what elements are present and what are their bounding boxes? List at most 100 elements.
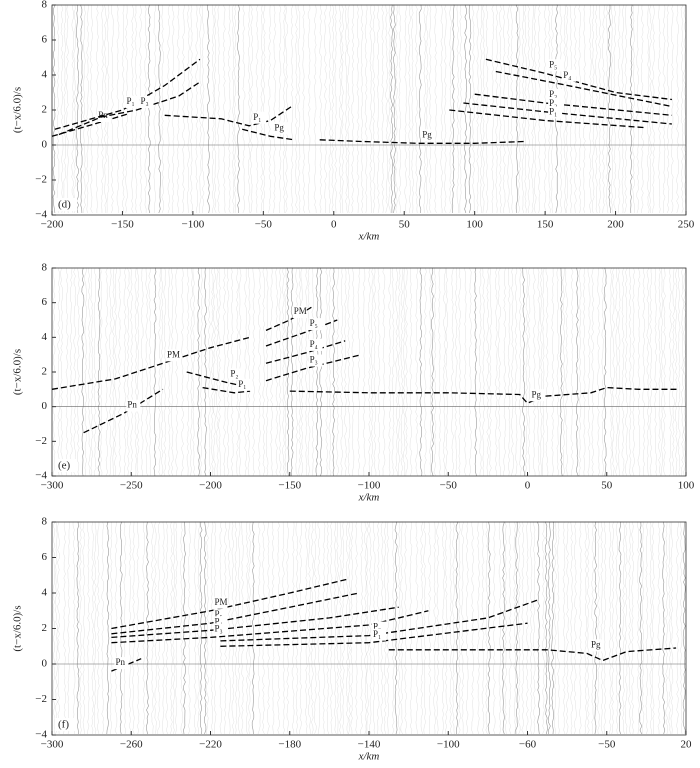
phase-label: P₃	[215, 623, 223, 633]
trace	[517, 521, 521, 735]
trace	[334, 521, 337, 735]
trace	[146, 521, 149, 735]
trace	[216, 267, 219, 476]
trace	[411, 4, 414, 214]
trace	[86, 4, 89, 214]
trace	[201, 4, 205, 214]
trace	[591, 267, 594, 477]
travel-time-curve	[111, 610, 429, 644]
trace	[530, 521, 533, 735]
plot-frame	[51, 4, 687, 216]
phase-label: P₁	[238, 379, 246, 389]
trace	[101, 4, 104, 214]
trace	[79, 521, 82, 735]
x-tick-label: −50	[255, 219, 273, 231]
trace	[551, 267, 554, 477]
phase-label: PM	[167, 349, 180, 359]
trace	[683, 4, 687, 214]
trace	[114, 267, 117, 477]
trace	[428, 521, 431, 734]
trace	[344, 267, 347, 477]
trace	[436, 521, 439, 735]
trace	[598, 4, 601, 214]
trace	[584, 521, 588, 735]
trace	[56, 4, 60, 214]
trace	[244, 267, 247, 477]
trace	[300, 267, 304, 477]
trace	[670, 521, 674, 735]
phase-label-bg	[273, 122, 288, 135]
trace	[188, 521, 191, 735]
trace	[67, 521, 70, 735]
trace	[615, 267, 618, 477]
trace	[556, 267, 560, 477]
trace	[502, 4, 506, 214]
trace	[594, 4, 598, 214]
trace	[662, 4, 666, 214]
trace	[547, 521, 551, 735]
trace	[364, 521, 367, 735]
y-tick-label: 4	[42, 69, 48, 81]
trace	[485, 521, 488, 735]
x-tick-label: −220	[199, 739, 222, 751]
trace	[518, 267, 522, 476]
trace	[252, 267, 255, 477]
trace	[502, 521, 505, 735]
trace	[400, 521, 403, 735]
trace	[63, 521, 66, 735]
trace	[73, 4, 76, 214]
trace	[147, 4, 151, 214]
trace	[126, 267, 130, 477]
trace	[237, 4, 240, 214]
trace	[106, 521, 110, 735]
trace	[369, 521, 372, 735]
trace	[392, 521, 395, 735]
trace	[157, 521, 161, 734]
trace	[125, 4, 128, 214]
trace	[324, 4, 327, 214]
trace	[200, 267, 203, 477]
trace	[290, 267, 294, 477]
trace	[554, 521, 557, 735]
trace	[148, 267, 152, 477]
trace	[615, 521, 619, 735]
trace	[405, 267, 408, 477]
travel-time-curve	[51, 336, 251, 390]
trace	[111, 4, 114, 214]
trace	[419, 267, 423, 477]
trace	[331, 4, 334, 214]
trace	[158, 4, 161, 214]
trace	[114, 521, 118, 735]
trace	[621, 267, 625, 477]
trace	[183, 521, 186, 735]
trace	[388, 267, 391, 477]
trace	[203, 521, 207, 735]
trace	[423, 4, 427, 214]
trace	[522, 267, 526, 477]
trace	[434, 4, 437, 214]
trace	[326, 521, 330, 735]
x-tick-label: −100	[182, 219, 205, 231]
phase-label-bg	[292, 306, 307, 318]
trace	[538, 4, 541, 214]
trace	[57, 521, 60, 735]
trace	[226, 267, 230, 477]
phase-label-bg	[213, 623, 228, 636]
trace	[356, 4, 360, 214]
trace	[192, 267, 195, 477]
trace	[574, 4, 577, 214]
y-tick-label: 0	[42, 658, 48, 670]
trace	[270, 267, 273, 477]
trace	[247, 4, 251, 214]
y-tick-label: 2	[42, 104, 48, 116]
trace	[642, 267, 646, 477]
trace	[284, 267, 287, 477]
trace	[348, 521, 351, 735]
trace	[646, 267, 650, 477]
phase-label: P₃	[310, 355, 318, 365]
trace	[518, 4, 521, 214]
trace	[251, 521, 255, 735]
trace	[364, 4, 368, 214]
panel-label-bg	[55, 459, 77, 472]
trace	[180, 521, 183, 735]
